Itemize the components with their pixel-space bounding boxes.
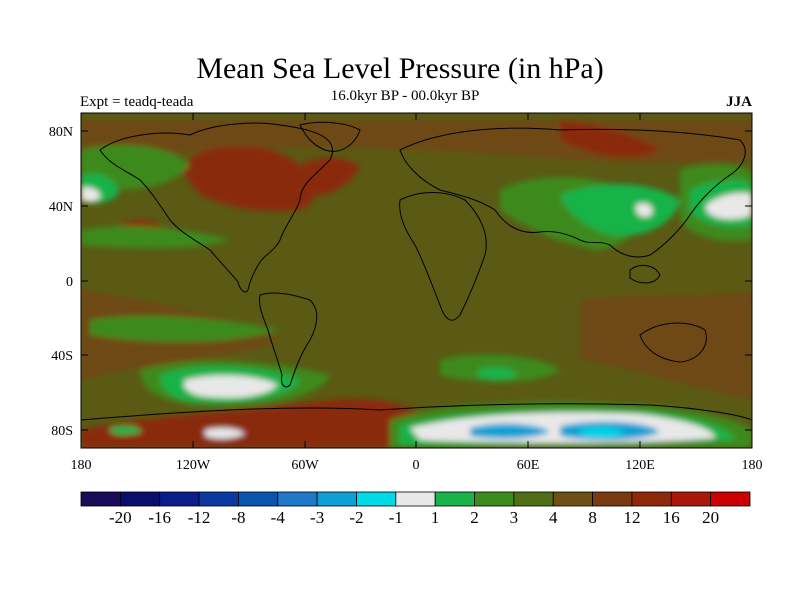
near-zero-region — [636, 203, 653, 217]
colorbar-swatch — [238, 491, 279, 507]
low-region — [560, 184, 680, 236]
strong-high-region — [290, 157, 360, 197]
map-subtitle: 16.0kyr BP - 00.0kyr BP — [330, 88, 480, 104]
colorbar-swatch — [119, 491, 161, 507]
lat-axis: 80N 40N 0 40S 80S — [49, 125, 73, 439]
lat-tick-label: 0 — [66, 275, 73, 290]
coastlines — [81, 121, 752, 421]
lon-tick-label: 180 — [71, 458, 92, 473]
inner-ticks — [81, 113, 752, 448]
experiment-label: Expt = teadq-teada — [80, 94, 194, 110]
colorbar-label: 12 — [623, 508, 640, 527]
colorbar-label: -12 — [188, 508, 211, 527]
lat-tick-label: 40S — [51, 349, 73, 364]
lat-tick-label: 40N — [49, 200, 73, 215]
low-region — [478, 367, 518, 380]
colorbar-label: -1 — [389, 508, 403, 527]
lat-tick-label: 80S — [51, 424, 73, 439]
colorbar-label: -4 — [271, 508, 286, 527]
colorbar-swatch — [80, 491, 121, 507]
lon-tick-label: 120E — [625, 458, 655, 473]
lat-tick-label: 80N — [49, 125, 73, 140]
colorbar-label: -8 — [231, 508, 245, 527]
colorbar-swatch — [395, 491, 436, 507]
negative-region — [470, 423, 550, 439]
colorbar-swatch — [474, 491, 515, 507]
strong-high-region — [180, 146, 315, 212]
colorbar-label: 8 — [588, 508, 597, 527]
colorbar-swatch — [356, 491, 397, 507]
colorbar-label: 3 — [510, 508, 519, 527]
colorbar-swatch — [316, 491, 357, 507]
lon-tick-label: 60W — [291, 458, 319, 473]
colorbar-labels: -20 -16 -12 -8 -4 -3 -2 -1 1 2 3 4 8 12 16 20 — [109, 508, 719, 527]
strong-negative-region — [580, 427, 625, 437]
lon-tick-label: 180 — [742, 458, 763, 473]
colorbar-label: -3 — [310, 508, 324, 527]
colorbar-label: 1 — [431, 508, 440, 527]
strong-high-region — [81, 398, 420, 448]
colorbar-label: -2 — [349, 508, 363, 527]
low-region — [110, 425, 142, 435]
colorbar-label: -20 — [109, 508, 132, 527]
colorbar-swatch — [710, 491, 751, 507]
contour-field — [81, 113, 752, 448]
colorbar-swatch — [434, 491, 475, 507]
colorbar-swatch — [159, 491, 200, 507]
colorbar — [80, 491, 751, 507]
colorbar-label: -16 — [148, 508, 171, 527]
lon-axis: 180 120W 60W 0 60E 120E 180 — [71, 458, 763, 473]
colorbar-swatch — [277, 491, 318, 507]
colorbar-swatch — [513, 491, 554, 507]
colorbar-swatch — [631, 491, 672, 507]
colorbar-swatch — [670, 491, 712, 507]
map-title: Mean Sea Level Pressure (in hPa) — [196, 52, 604, 85]
near-zero-region — [205, 427, 245, 439]
colorbar-label: 2 — [470, 508, 479, 527]
lon-tick-label: 60E — [517, 458, 540, 473]
lon-tick-label: 120W — [176, 458, 211, 473]
slight-low-region — [90, 315, 280, 342]
season-label: JJA — [726, 94, 752, 110]
near-zero-region — [706, 192, 752, 220]
near-zero-region — [81, 187, 101, 202]
colorbar-swatch — [592, 491, 633, 507]
map-frame — [80, 112, 753, 449]
ocean-high-region — [580, 290, 752, 400]
near-zero-region — [183, 375, 278, 398]
colorbar-label: 20 — [702, 508, 719, 527]
colorbar-label: 16 — [663, 508, 680, 527]
colorbar-label: 4 — [549, 508, 558, 527]
slight-low-region — [81, 226, 230, 249]
lon-tick-label: 0 — [413, 458, 420, 473]
colorbar-swatch — [198, 491, 239, 507]
colorbar-swatch — [552, 491, 593, 507]
